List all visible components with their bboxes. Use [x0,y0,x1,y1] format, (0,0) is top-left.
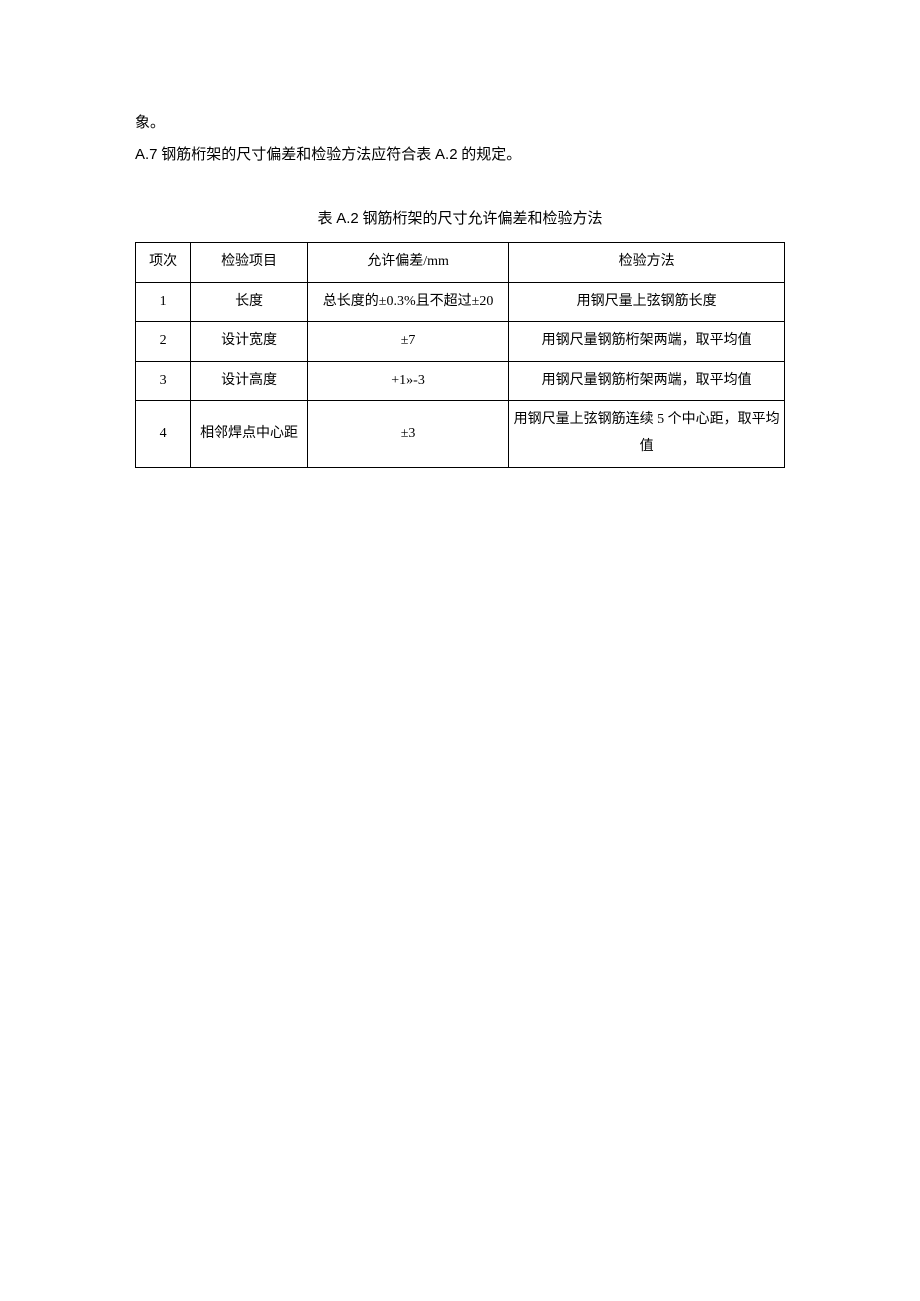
table-row: 2 设计宽度 ±7 用钢尺量钢筋桁架两端，取平均值 [136,322,785,362]
clause-text-1: 钢筋桁架的尺寸偏差和检验方法应符合表 [158,147,436,163]
cell-num: 3 [136,361,191,401]
cell-num: 2 [136,322,191,362]
table-title-prefix: 表 [317,211,336,227]
cell-method: 用钢尺量钢筋桁架两端，取平均值 [509,361,785,401]
paragraph-line-2: A.7 钢筋桁架的尺寸偏差和检验方法应符合表 A.2 的规定。 [135,141,785,169]
cell-tolerance: ±7 [307,322,508,362]
table-title: 表 A.2 钢筋桁架的尺寸允许偏差和检验方法 [135,207,785,228]
cell-item: 设计宽度 [191,322,308,362]
header-col1: 项次 [136,243,191,283]
cell-method: 用钢尺量钢筋桁架两端，取平均值 [509,322,785,362]
header-col3: 允许偏差/mm [307,243,508,283]
cell-item: 相邻焊点中心距 [191,401,308,467]
header-col2: 检验项目 [191,243,308,283]
clause-text-2: 的规定。 [458,147,522,163]
cell-num: 1 [136,282,191,322]
paragraph-line-1: 象。 [135,110,785,137]
table-row: 4 相邻焊点中心距 ±3 用钢尺量上弦钢筋连续 5 个中心距，取平均值 [136,401,785,467]
cell-item: 设计高度 [191,361,308,401]
cell-method: 用钢尺量上弦钢筋连续 5 个中心距，取平均值 [509,401,785,467]
clause-number: A.7 [135,146,158,163]
table-header-row: 项次 检验项目 允许偏差/mm 检验方法 [136,243,785,283]
tolerance-table: 项次 检验项目 允许偏差/mm 检验方法 1 长度 总长度的±0.3%且不超过±… [135,242,785,468]
table-title-suffix: 钢筋桁架的尺寸允许偏差和检验方法 [359,211,603,227]
table-row: 1 长度 总长度的±0.3%且不超过±20 用钢尺量上弦钢筋长度 [136,282,785,322]
cell-tolerance: 总长度的±0.3%且不超过±20 [307,282,508,322]
table-title-ref: A.2 [336,210,359,227]
cell-item: 长度 [191,282,308,322]
cell-num: 4 [136,401,191,467]
header-col4: 检验方法 [509,243,785,283]
cell-method: 用钢尺量上弦钢筋长度 [509,282,785,322]
cell-tolerance: ±3 [307,401,508,467]
table-ref: A.2 [435,146,458,163]
cell-tolerance: +1»-3 [307,361,508,401]
header-col3-prefix: 允许偏差/ [367,254,427,269]
table-row: 3 设计高度 +1»-3 用钢尺量钢筋桁架两端，取平均值 [136,361,785,401]
header-col3-unit: mm [427,254,449,269]
